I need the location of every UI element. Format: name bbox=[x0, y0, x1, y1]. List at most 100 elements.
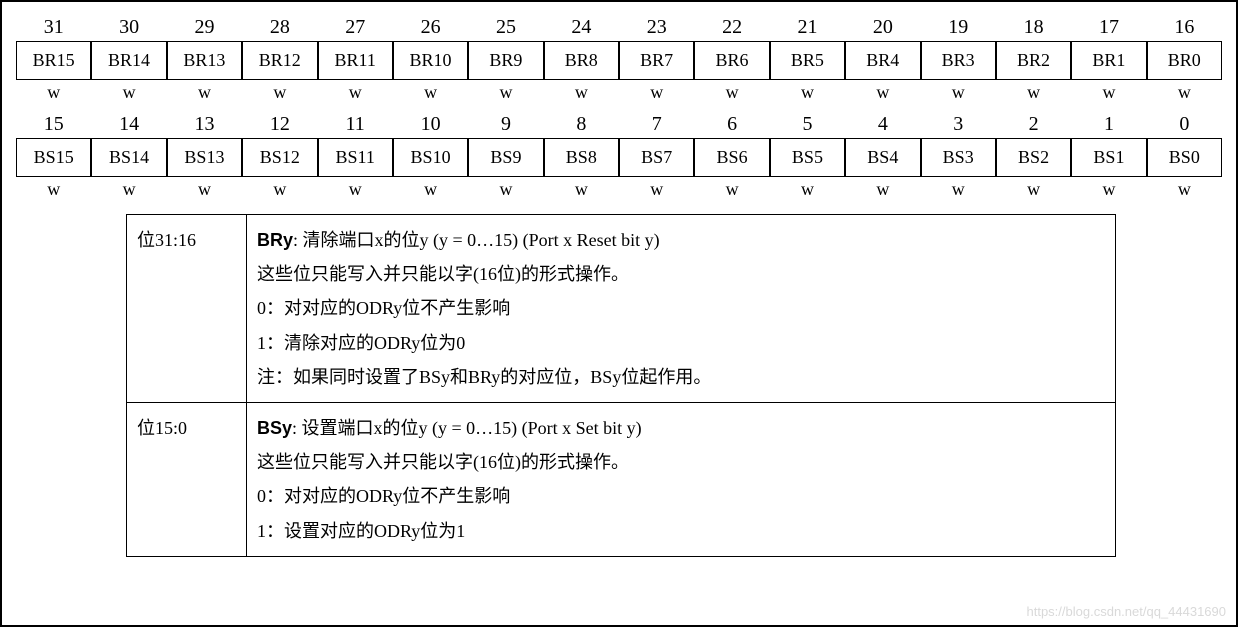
field-cell: BS4 bbox=[845, 138, 920, 177]
bit-number: 19 bbox=[921, 14, 996, 41]
lower-field-row: BS15 BS14 BS13 BS12 BS11 BS10 BS9 BS8 BS… bbox=[16, 138, 1222, 177]
description-line: 注：如果同时设置了BSy和BRy的对应位，BSy位起作用。 bbox=[257, 360, 1105, 394]
bit-number: 23 bbox=[619, 14, 694, 41]
access-mode: w bbox=[91, 80, 166, 111]
access-mode: w bbox=[845, 80, 920, 111]
access-mode: w bbox=[16, 177, 91, 208]
field-description-table: 位31:16 BRy: 清除端口x的位y (y = 0…15) (Port x … bbox=[126, 214, 1116, 557]
field-cell: BR9 bbox=[468, 41, 543, 80]
field-cell: BR8 bbox=[544, 41, 619, 80]
access-mode: w bbox=[1147, 177, 1222, 208]
bit-number: 0 bbox=[1147, 111, 1222, 138]
bit-number: 9 bbox=[468, 111, 543, 138]
upper-bit-numbers-row: 31 30 29 28 27 26 25 24 23 22 21 20 19 1… bbox=[16, 14, 1222, 41]
bit-number: 3 bbox=[921, 111, 996, 138]
bit-number: 14 bbox=[91, 111, 166, 138]
access-mode: w bbox=[91, 177, 166, 208]
field-cell: BR12 bbox=[242, 41, 317, 80]
field-cell: BR7 bbox=[619, 41, 694, 80]
bit-number: 6 bbox=[694, 111, 769, 138]
access-mode: w bbox=[242, 177, 317, 208]
field-cell: BS12 bbox=[242, 138, 317, 177]
bit-number: 13 bbox=[167, 111, 242, 138]
access-mode: w bbox=[242, 80, 317, 111]
field-cell: BS5 bbox=[770, 138, 845, 177]
lower-access-row: w w w w w w w w w w w w w w w w bbox=[16, 177, 1222, 208]
bit-number: 18 bbox=[996, 14, 1071, 41]
field-cell: BS0 bbox=[1147, 138, 1222, 177]
field-cell: BS6 bbox=[694, 138, 769, 177]
description-cell: BSy: 设置端口x的位y (y = 0…15) (Port x Set bit… bbox=[247, 402, 1116, 556]
access-mode: w bbox=[468, 80, 543, 111]
access-mode: w bbox=[921, 177, 996, 208]
access-mode: w bbox=[468, 177, 543, 208]
field-cell: BR0 bbox=[1147, 41, 1222, 80]
bit-range-label: 位15:0 bbox=[127, 402, 247, 556]
bit-number: 26 bbox=[393, 14, 468, 41]
bit-number: 7 bbox=[619, 111, 694, 138]
bit-number: 5 bbox=[770, 111, 845, 138]
description-line: 1：清除对应的ODRy位为0 bbox=[257, 326, 1105, 360]
field-cell: BS2 bbox=[996, 138, 1071, 177]
description-title: BSy: 设置端口x的位y (y = 0…15) (Port x Set bit… bbox=[257, 411, 1105, 445]
access-mode: w bbox=[1147, 80, 1222, 111]
bit-number: 21 bbox=[770, 14, 845, 41]
watermark-text: https://blog.csdn.net/qq_44431690 bbox=[1027, 604, 1227, 619]
description-line: 0：对对应的ODRy位不产生影响 bbox=[257, 291, 1105, 325]
description-line: 0：对对应的ODRy位不产生影响 bbox=[257, 479, 1105, 513]
access-mode: w bbox=[996, 177, 1071, 208]
bit-range-label: 位31:16 bbox=[127, 215, 247, 403]
field-cell: BS11 bbox=[318, 138, 393, 177]
bit-number: 8 bbox=[544, 111, 619, 138]
description-row: 位15:0 BSy: 设置端口x的位y (y = 0…15) (Port x S… bbox=[127, 402, 1116, 556]
bit-number: 4 bbox=[845, 111, 920, 138]
access-mode: w bbox=[544, 177, 619, 208]
bit-number: 22 bbox=[694, 14, 769, 41]
field-cell: BR15 bbox=[16, 41, 91, 80]
bit-number: 15 bbox=[16, 111, 91, 138]
access-mode: w bbox=[318, 80, 393, 111]
access-mode: w bbox=[996, 80, 1071, 111]
bit-number: 12 bbox=[242, 111, 317, 138]
access-mode: w bbox=[770, 80, 845, 111]
access-mode: w bbox=[619, 177, 694, 208]
field-cell: BS9 bbox=[468, 138, 543, 177]
access-mode: w bbox=[393, 177, 468, 208]
bit-number: 20 bbox=[845, 14, 920, 41]
access-mode: w bbox=[770, 177, 845, 208]
field-cell: BS1 bbox=[1071, 138, 1146, 177]
access-mode: w bbox=[16, 80, 91, 111]
bit-number: 25 bbox=[468, 14, 543, 41]
field-name-bold: BSy bbox=[257, 418, 292, 438]
access-mode: w bbox=[694, 177, 769, 208]
field-cell: BS8 bbox=[544, 138, 619, 177]
field-cell: BR13 bbox=[167, 41, 242, 80]
description-cell: BRy: 清除端口x的位y (y = 0…15) (Port x Reset b… bbox=[247, 215, 1116, 403]
bit-number: 31 bbox=[16, 14, 91, 41]
access-mode: w bbox=[167, 177, 242, 208]
access-mode: w bbox=[921, 80, 996, 111]
field-cell: BR2 bbox=[996, 41, 1071, 80]
field-name-rest: : 清除端口x的位y (y = 0…15) (Port x Reset bit … bbox=[293, 230, 660, 250]
access-mode: w bbox=[1071, 177, 1146, 208]
bit-number: 30 bbox=[91, 14, 166, 41]
bit-number: 2 bbox=[996, 111, 1071, 138]
lower-bit-numbers-row: 15 14 13 12 11 10 9 8 7 6 5 4 3 2 1 0 bbox=[16, 111, 1222, 138]
field-name-bold: BRy bbox=[257, 230, 293, 250]
field-cell: BS3 bbox=[921, 138, 996, 177]
field-cell: BS10 bbox=[393, 138, 468, 177]
access-mode: w bbox=[845, 177, 920, 208]
access-mode: w bbox=[619, 80, 694, 111]
field-cell: BR4 bbox=[845, 41, 920, 80]
description-row: 位31:16 BRy: 清除端口x的位y (y = 0…15) (Port x … bbox=[127, 215, 1116, 403]
field-cell: BS15 bbox=[16, 138, 91, 177]
field-cell: BS14 bbox=[91, 138, 166, 177]
bit-number: 1 bbox=[1071, 111, 1146, 138]
description-title: BRy: 清除端口x的位y (y = 0…15) (Port x Reset b… bbox=[257, 223, 1105, 257]
access-mode: w bbox=[318, 177, 393, 208]
access-mode: w bbox=[167, 80, 242, 111]
bit-number: 11 bbox=[318, 111, 393, 138]
description-line: 这些位只能写入并只能以字(16位)的形式操作。 bbox=[257, 445, 1105, 479]
access-mode: w bbox=[393, 80, 468, 111]
upper-access-row: w w w w w w w w w w w w w w w w bbox=[16, 80, 1222, 111]
